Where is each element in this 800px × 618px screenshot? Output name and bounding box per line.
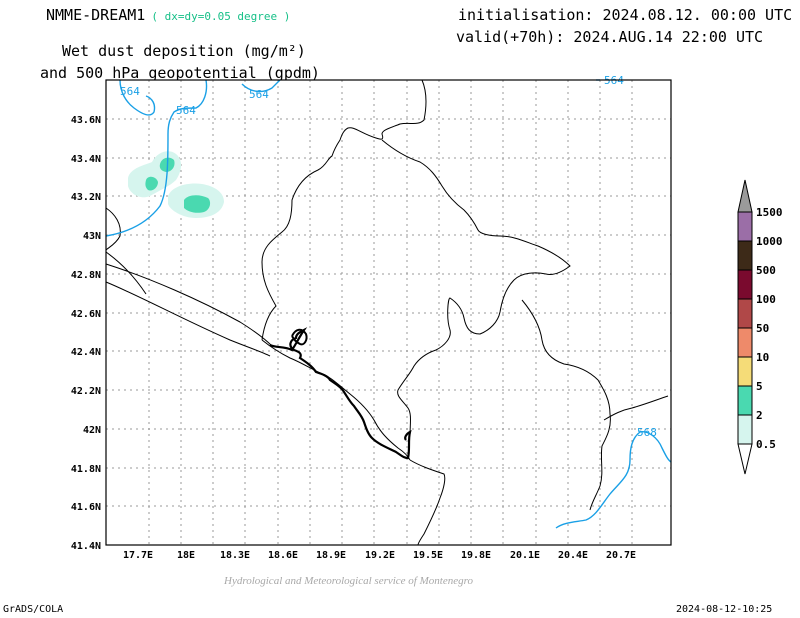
lon-tick-label: 18.3E <box>220 550 250 561</box>
map-panel: 564 564 564 564 568 <box>105 74 672 546</box>
colorbar-swatch <box>737 327 753 358</box>
lat-tick-label: 42.6N <box>71 309 101 320</box>
lat-tick-label: 41.8N <box>71 464 101 475</box>
model-label: NMME-DREAM1 <box>46 6 146 24</box>
lon-tick-label: 20.4E <box>558 550 588 561</box>
colorbar-swatch <box>737 269 753 300</box>
lat-tick-label: 42.4N <box>71 347 101 358</box>
resolution-label: ( dx=dy=0.05 degree ) <box>151 10 291 23</box>
colorbar-legend <box>737 179 753 475</box>
colorbar-label: 50 <box>756 322 769 335</box>
colorbar-swatch <box>737 414 753 445</box>
longitude-labels: 17.7E 18E 18.3E 18.6E 18.9E 19.2E 19.5E … <box>123 550 636 561</box>
lat-tick-label: 43.6N <box>71 115 101 126</box>
lon-tick-label: 18E <box>177 550 195 561</box>
contour-label: 564 <box>249 88 269 101</box>
coastline <box>269 327 412 460</box>
software-label: GrADS/COLA <box>3 604 64 615</box>
lon-tick-label: 18.6E <box>268 550 298 561</box>
credit-text: Hydrological and Meteorological service … <box>224 575 473 587</box>
colorbar-label: 5 <box>756 380 763 393</box>
colorbar-label: 10 <box>756 351 769 364</box>
map-title-line1: Wet dust deposition (mg/m²) <box>62 42 306 60</box>
latitude-labels: 43.6N 43.4N 43.2N 43N 42.8N 42.6N 42.4N … <box>71 115 101 552</box>
lat-tick-label: 41.4N <box>71 541 101 552</box>
colorbar-bottom-arrow <box>737 443 753 475</box>
lat-tick-label: 42.2N <box>71 386 101 397</box>
lat-tick-label: 43.2N <box>71 192 101 203</box>
colorbar-labels: 1500 1000 500 100 50 10 5 2 0.5 <box>756 206 783 451</box>
map-title-line2: and 500 hPa geopotential (gpdm) <box>40 64 320 82</box>
colorbar-label: 1500 <box>756 206 783 219</box>
colorbar-swatch <box>737 356 753 387</box>
colorbar-label: 2 <box>756 409 763 422</box>
colorbar-label: 100 <box>756 293 776 306</box>
lon-tick-label: 19.5E <box>413 550 443 561</box>
lat-tick-label: 42N <box>83 425 101 436</box>
lon-tick-label: 19.8E <box>461 550 491 561</box>
lat-tick-label: 41.6N <box>71 502 101 513</box>
lon-tick-label: 18.9E <box>316 550 346 561</box>
colorbar-swatch <box>737 240 753 271</box>
valid-time: valid(+70h): 2024.AUG.14 22:00 UTC <box>456 28 764 46</box>
lon-tick-label: 20.1E <box>510 550 540 561</box>
lon-tick-label: 19.2E <box>365 550 395 561</box>
initialisation-time: initialisation: 2024.08.12. 00:00 UTC <box>458 6 793 24</box>
contour-label: 564 <box>176 104 196 117</box>
colorbar-top-arrow <box>737 179 753 213</box>
lat-tick-label: 42.8N <box>71 270 101 281</box>
colorbar-label: 0.5 <box>756 438 776 451</box>
model-name: NMME-DREAM1 ( dx=dy=0.05 degree ) <box>46 6 290 24</box>
colorbar-label: 1000 <box>756 235 783 248</box>
lon-tick-label: 17.7E <box>123 550 153 561</box>
graticule <box>106 80 671 545</box>
colorbar-swatch <box>737 298 753 329</box>
colorbar-swatch <box>737 211 753 242</box>
dust-deposition-shading <box>128 151 224 218</box>
lon-tick-label: 20.7E <box>606 550 636 561</box>
lat-tick-label: 43N <box>83 231 101 242</box>
contour-label: 564 <box>120 85 140 98</box>
contour-label: 568 <box>637 426 657 439</box>
country-boundaries <box>105 79 669 546</box>
colorbar-label: 500 <box>756 264 776 277</box>
render-timestamp: 2024-08-12-10:25 <box>676 604 773 615</box>
lat-tick-label: 43.4N <box>71 154 101 165</box>
colorbar-swatch <box>737 385 753 416</box>
map-frame <box>105 79 672 546</box>
